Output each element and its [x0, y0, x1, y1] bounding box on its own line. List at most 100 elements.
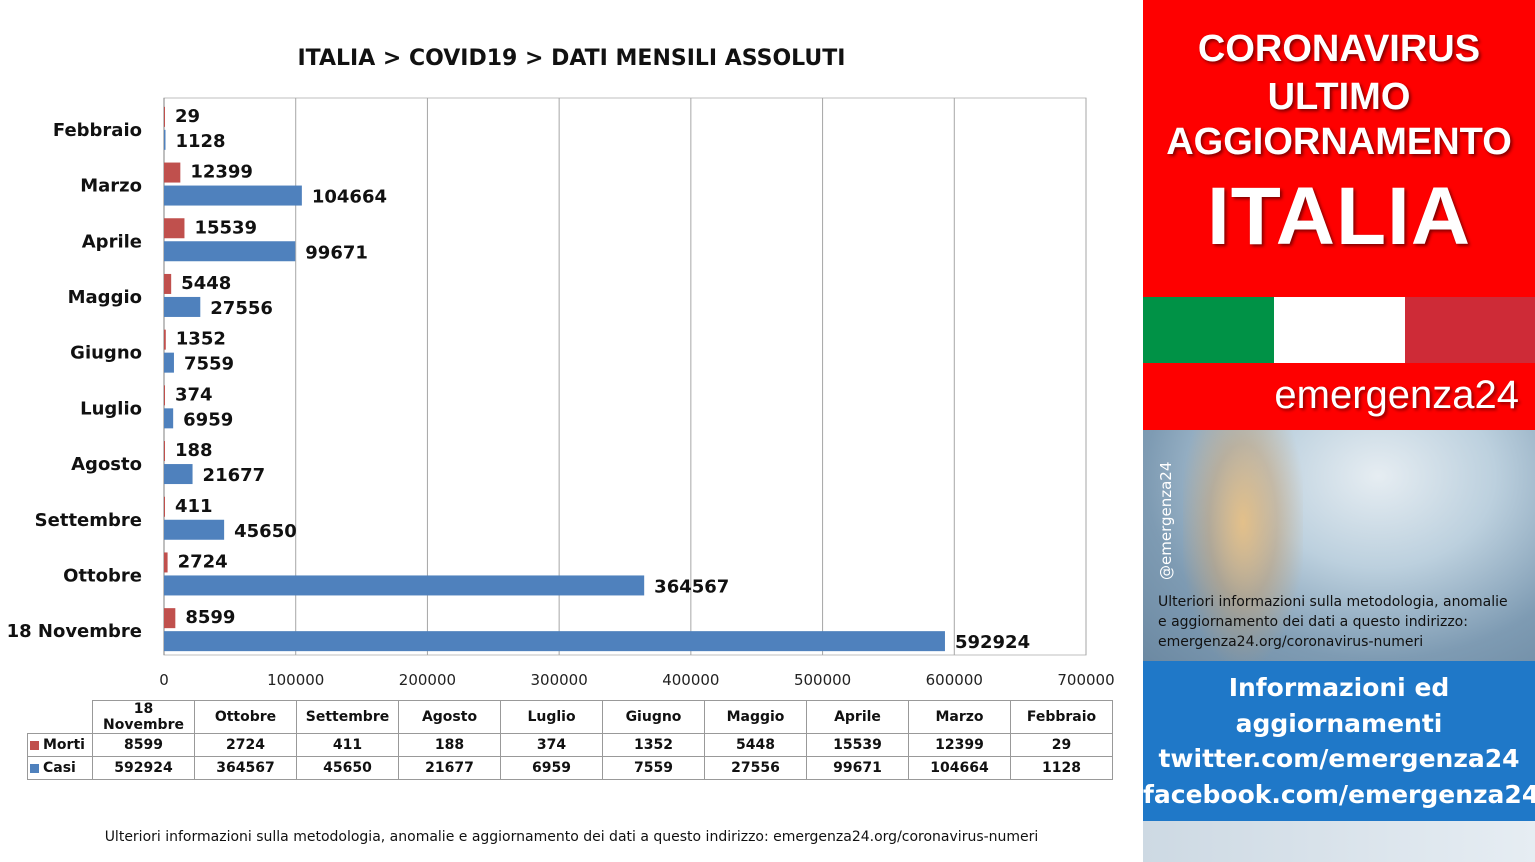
data-label-casi: 7559 [184, 354, 234, 375]
category-label: Luglio [80, 398, 142, 419]
header-country: ITALIA [1206, 171, 1472, 262]
table-header-cell: Ottobre [194, 700, 297, 734]
data-label-morti: 411 [175, 496, 213, 517]
data-label-casi: 592924 [955, 632, 1030, 653]
x-tick-label: 100000 [267, 671, 324, 689]
table-cell: 1128 [1010, 756, 1113, 780]
side-note-line: Ulteriori informazioni sulla metodologia… [1158, 594, 1508, 610]
data-label-casi: 104664 [312, 187, 387, 208]
category-label: 18 Novembre [7, 621, 142, 642]
twitter-link[interactable]: twitter.com/emergenza24 [1158, 744, 1520, 773]
chart-title: ITALIA > COVID19 > DATI MENSILI ASSOLUTI [297, 46, 846, 71]
table-cell: 29 [1010, 733, 1113, 757]
data-label-morti: 1352 [176, 329, 226, 350]
table-cell: 374 [500, 733, 603, 757]
table-cell: 45650 [296, 756, 399, 780]
table-cell: 5448 [704, 733, 807, 757]
data-label-morti: 15539 [194, 217, 257, 238]
side-note-line[interactable]: emergenza24.org/coronavirus-numeri [1158, 634, 1424, 650]
bar-chart: 0 100000 200000 300000 400000 500000 600000 700… [7, 97, 1115, 689]
bar-casi [164, 519, 225, 540]
table-header-cell: Luglio [500, 700, 603, 734]
bar-morti [164, 441, 165, 462]
data-label-casi: 21677 [203, 465, 266, 486]
data-label-casi: 364567 [654, 576, 729, 597]
table-cell: 411 [296, 733, 399, 757]
table-cell: 104664 [908, 756, 1011, 780]
table-cell: 6959 [500, 756, 603, 780]
side-note: Ulteriori informazioni sulla metodologia… [1158, 592, 1528, 652]
plot-area [163, 97, 1087, 656]
table-cell: 12399 [908, 733, 1011, 757]
bar-casi [164, 352, 174, 373]
table-header-cell: Settembre [296, 700, 399, 734]
category-label: Febbraio [53, 120, 142, 141]
table-header-cell: Agosto [398, 700, 501, 734]
bar-morti [164, 162, 181, 183]
bar-morti [164, 496, 165, 517]
category-label: Giugno [70, 343, 142, 364]
bottom-note: Ulteriori informazioni sulla metodologia… [104, 829, 1039, 845]
table-header-cell: Febbraio [1010, 700, 1113, 734]
bar-morti [164, 218, 185, 239]
data-label-morti: 2724 [178, 551, 228, 572]
table-header-cell: Marzo [908, 700, 1011, 734]
flag-green-stripe [1143, 297, 1274, 363]
x-tick-label: 500000 [794, 671, 851, 689]
table-row: Morti 8599 2724 411 188 374 1352 5448 15539 12399… [27, 733, 1113, 757]
table-header-row: 18 Novembre Ottobre Settembre Agosto Luglio G… [27, 700, 1113, 734]
brand-bar: emergenza24 [1143, 363, 1535, 430]
category-label: Settembre [35, 510, 142, 531]
table-cell: 99671 [806, 756, 909, 780]
bar-morti [164, 273, 172, 294]
table-corner-cell [27, 700, 93, 734]
legend-label: Morti [43, 737, 85, 753]
photo-blur [1183, 430, 1303, 661]
data-label-casi: 45650 [234, 521, 297, 542]
table-row-label: Morti [27, 733, 93, 757]
category-label: Agosto [71, 454, 142, 475]
italian-flag [1143, 297, 1535, 363]
data-label-morti: 12399 [190, 162, 253, 183]
side-note-line: e aggiornamento dei dati a questo indiri… [1158, 614, 1468, 630]
table-cell: 1352 [602, 733, 705, 757]
data-label-morti: 188 [175, 440, 213, 461]
side-panel: CORONAVIRUS ULTIMO AGGIORNAMENTO ITALIA … [1143, 0, 1535, 862]
chart-area: ITALIA > COVID19 > DATI MENSILI ASSOLUTI… [6, 46, 1115, 845]
bar-morti [164, 329, 166, 350]
table-cell: 15539 [806, 733, 909, 757]
header-line-3: AGGIORNAMENTO [1166, 121, 1512, 163]
header-line-2: ULTIMO [1267, 76, 1411, 118]
data-label-casi: 99671 [305, 242, 368, 263]
bottom-strip [1143, 821, 1535, 862]
bar-casi [164, 408, 174, 429]
table-cell: 592924 [92, 756, 195, 780]
data-label-morti: 8599 [185, 607, 235, 628]
brand-name: emergenza24 [1274, 373, 1519, 417]
facebook-link[interactable]: facebook.com/emergenza24 [1143, 780, 1535, 809]
table-cell: 7559 [602, 756, 705, 780]
legend-label: Casi [43, 760, 76, 776]
table-cell: 188 [398, 733, 501, 757]
bar-morti [164, 552, 168, 573]
bar-morti [164, 608, 176, 629]
info-line: Informazioni ed [1228, 673, 1450, 702]
table-cell: 2724 [194, 733, 297, 757]
bar-casi [164, 631, 945, 652]
legend-key [30, 763, 39, 773]
x-tick-label: 700000 [1057, 671, 1114, 689]
x-tick-label: 0 [159, 671, 169, 689]
data-label-casi: 6959 [183, 409, 233, 430]
legend-key [30, 740, 39, 750]
category-label: Marzo [80, 176, 142, 197]
bar-casi [164, 296, 201, 317]
data-label-morti: 5448 [181, 273, 231, 294]
bar-morti [164, 106, 165, 127]
table-cell: 21677 [398, 756, 501, 780]
x-tick-label: 400000 [662, 671, 719, 689]
table-cell: 27556 [704, 756, 807, 780]
table-header-cell: 18 Novembre [92, 700, 195, 734]
data-label-morti: 29 [175, 106, 200, 127]
bar-casi [164, 241, 296, 262]
data-label-morti: 374 [175, 384, 213, 405]
